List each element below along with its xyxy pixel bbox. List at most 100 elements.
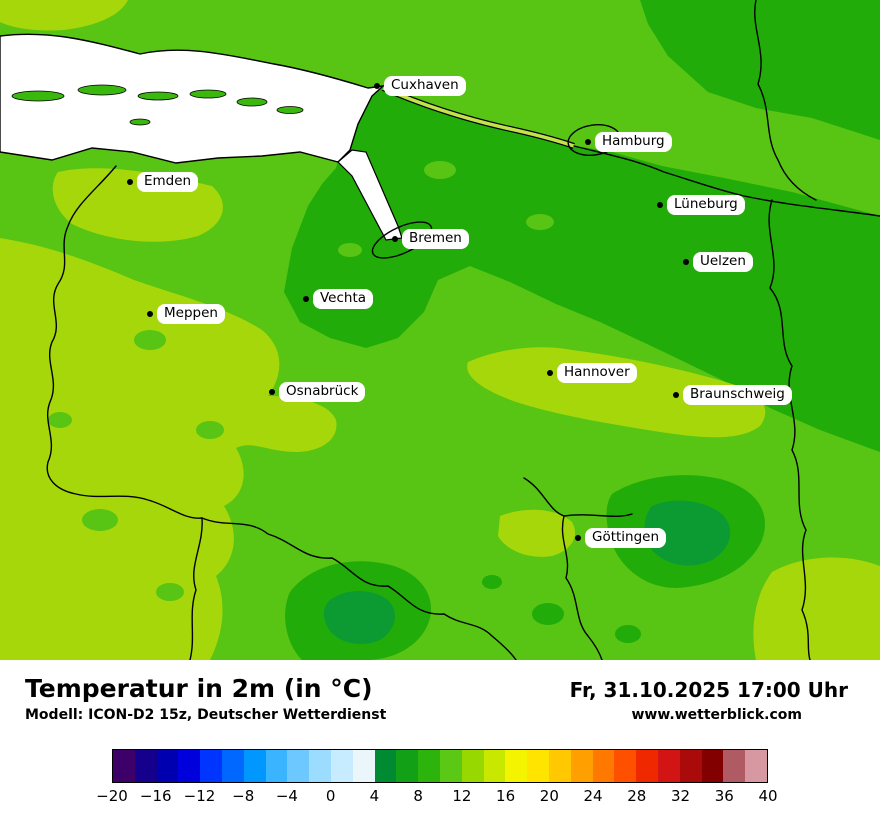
- city-dot-icon: [392, 236, 398, 242]
- city-dot-icon: [127, 179, 133, 185]
- map-speckle-mid: [526, 214, 554, 230]
- city-marker: Göttingen: [575, 528, 667, 548]
- colorbar-segment: [243, 750, 266, 782]
- colorbar-tick: 4: [369, 787, 380, 805]
- colorbar-segment: [309, 750, 331, 782]
- map-region-topleft-light: [0, 0, 128, 31]
- colorbar-segment: [461, 750, 484, 782]
- colorbar-segment: [614, 750, 637, 782]
- website-url: www.wetterblick.com: [631, 707, 803, 723]
- temperature-map-svg: [0, 0, 880, 660]
- city-label: Cuxhaven: [384, 76, 466, 96]
- colorbar-wrap: −20 −16 −12 −8 −4 0 4 8 12 16 20 24 28 32 36 40: [96, 749, 778, 809]
- city-label: Osnabrück: [279, 382, 366, 402]
- map-speckles-mid-on-dark: [338, 161, 554, 257]
- colorbar-segment: [418, 750, 440, 782]
- island: [129, 118, 151, 126]
- elbe-river: [381, 85, 575, 149]
- city-dot-icon: [575, 535, 581, 541]
- map-region-harz-deep: [644, 500, 731, 566]
- city-dot-icon: [303, 296, 309, 302]
- city-marker: Bremen: [392, 229, 469, 249]
- island: [11, 90, 65, 102]
- colorbar-segment: [396, 750, 419, 782]
- city-dot-icon: [269, 389, 275, 395]
- map-region-topright-dark: [640, 0, 880, 140]
- colorbar-segment: [505, 750, 528, 782]
- colorbar-segment: [156, 750, 179, 782]
- city-label: Hannover: [557, 363, 637, 383]
- weser-estuary: [337, 149, 403, 241]
- city-label: Bremen: [402, 229, 469, 249]
- colorbar-tick: 24: [583, 787, 603, 805]
- map-region-bottomright-light: [753, 557, 880, 660]
- colorbar-tick: 16: [496, 787, 516, 805]
- colorbar-tick: −20: [96, 787, 128, 805]
- colorbar-segment: [483, 750, 506, 782]
- footer: Temperatur in 2m (in °C) Fr, 31.10.2025 …: [0, 660, 880, 830]
- weather-map: Cuxhaven Hamburg Emden Lüneburg Bremen Uelzen…: [0, 0, 880, 660]
- city-dot-icon: [374, 83, 380, 89]
- border-nrw-west: [189, 517, 203, 660]
- map-speckle-dark: [532, 603, 564, 625]
- colorbar-segment: [636, 750, 658, 782]
- colorbar-tick: −16: [139, 787, 172, 805]
- city-label: Lüneburg: [667, 195, 745, 215]
- islands-group: [11, 84, 304, 126]
- island: [77, 84, 127, 96]
- colorbar-segment: [548, 750, 571, 782]
- city-marker: Hamburg: [585, 132, 672, 152]
- map-speckle-mid: [156, 583, 184, 601]
- city-label: Emden: [137, 172, 199, 192]
- map-speckle-mid: [196, 421, 224, 439]
- island: [189, 89, 227, 99]
- city-marker: Osnabrück: [269, 382, 366, 402]
- map-speckles-mid-on-light: [48, 330, 224, 601]
- colorbar-segment: [592, 750, 615, 782]
- colorbar-tick: −12: [183, 787, 216, 805]
- colorbar-tick: 12: [452, 787, 472, 805]
- city-marker: Hannover: [547, 363, 637, 383]
- border-elbe-east: [573, 145, 880, 217]
- map-region-bottomcenter-deep: [323, 591, 395, 644]
- city-label: Uelzen: [693, 252, 753, 272]
- colorbar-segment: [679, 750, 702, 782]
- colorbar-segment: [439, 750, 462, 782]
- colorbar-segment: [221, 750, 244, 782]
- map-speckle-dark: [482, 575, 502, 589]
- map-speckle-mid: [338, 243, 362, 257]
- city-label: Vechta: [313, 289, 374, 309]
- colorbar-tick: 0: [325, 787, 336, 805]
- colorbar-tick: 8: [413, 787, 423, 805]
- map-region-light-group: [0, 0, 880, 660]
- border-goettingen-east: [563, 513, 633, 517]
- colorbar-segment: [330, 750, 353, 782]
- city-dot-icon: [147, 311, 153, 317]
- colorbar-tick: 36: [714, 787, 734, 805]
- colorbar-segment: [287, 750, 310, 782]
- border-goettingen: [523, 477, 603, 660]
- map-speckle-mid: [82, 509, 118, 531]
- city-marker: Lüneburg: [657, 195, 745, 215]
- colorbar-segment: [200, 750, 222, 782]
- forecast-datetime: Fr, 31.10.2025 17:00 Uhr: [569, 678, 848, 702]
- map-speckle-mid: [424, 161, 456, 179]
- colorbar-segment: [178, 750, 201, 782]
- border-mecklenburg: [754, 0, 817, 201]
- colorbar-segment: [570, 750, 593, 782]
- map-speckle-mid: [134, 330, 166, 350]
- colorbar-segment: [352, 750, 375, 782]
- map-region-goettingen-light: [498, 509, 576, 557]
- elbe-river-water: [382, 86, 575, 148]
- border-netherlands: [46, 165, 203, 519]
- city-dot-icon: [673, 392, 679, 398]
- colorbar-tick: 28: [627, 787, 647, 805]
- colorbar-segment: [723, 750, 746, 782]
- city-label: Hamburg: [595, 132, 672, 152]
- island: [137, 91, 179, 101]
- city-dot-icon: [585, 139, 591, 145]
- colorbar-segment: [745, 750, 767, 782]
- city-marker: Vechta: [303, 289, 374, 309]
- city-marker: Meppen: [147, 304, 225, 324]
- city-dot-icon: [657, 202, 663, 208]
